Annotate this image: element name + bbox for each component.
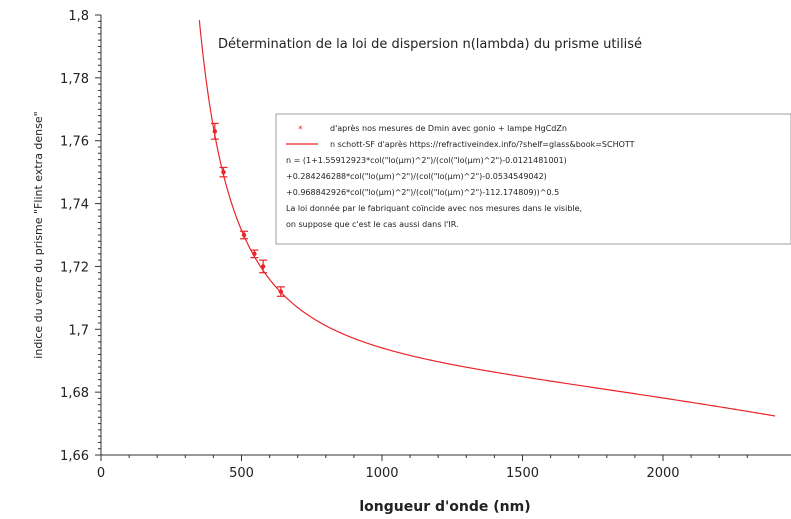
legend-formula-line-3: +0.968842926*col("lo(µm)^2")/(col("lo(µm… [286, 188, 559, 197]
data-point [278, 289, 284, 294]
legend: * d'après nos mesures de Dmin avec gonio… [275, 113, 791, 245]
axes: 0 500 1000 1500 2000 1,66 1,68 1,7 1,72 1,74 1,76 1… [60, 9, 791, 481]
y-tick-label: 1,7 [68, 323, 89, 338]
y-tick-label: 1,74 [60, 198, 89, 213]
data-point [260, 264, 266, 269]
points-layer [210, 122, 285, 297]
y-tick-label: 1,68 [60, 386, 89, 401]
y-tick-label: 1,8 [68, 9, 89, 24]
curve-layer [198, 20, 776, 417]
x-tick-label: 1000 [365, 466, 398, 481]
y-tick-label: 1,78 [60, 72, 89, 87]
legend-entry-measures: d'après nos mesures de Dmin avec gonio +… [330, 123, 567, 133]
legend-entry-curve: n schott-SF d'après https://refractivein… [330, 139, 635, 149]
dispersion-curve [198, 20, 776, 417]
x-tick-label: 1500 [506, 466, 539, 481]
x-tick-label: 500 [229, 466, 254, 481]
legend-formula-line-2: +0.284246288*col("lo(µm)^2")/(col("lo(µm… [286, 172, 547, 181]
legend-note-line-1: La loi donnée par le fabriquant coïncide… [286, 203, 582, 213]
y-tick-label: 1,76 [60, 135, 89, 150]
data-point [241, 232, 247, 238]
data-point [221, 169, 226, 175]
legend-box [275, 113, 791, 245]
legend-formula-line-1: n = (1+1.55912923*col("lo(µm)^2")/(col("… [286, 156, 567, 165]
x-tick-label: 0 [97, 466, 105, 481]
x-axis-title: longueur d'onde (nm) [359, 499, 530, 515]
data-point [212, 129, 218, 134]
y-axis-title: indice du verre du prisme "Flint extra d… [32, 111, 45, 358]
legend-marker-points: * [298, 125, 303, 135]
legend-note-line-2: on suppose que c'est le cas aussi dans l… [286, 220, 459, 229]
y-tick-label: 1,66 [60, 449, 89, 464]
x-tick-label: 2000 [646, 466, 679, 481]
y-tick-label: 1,72 [60, 260, 89, 275]
chart-title: Détermination de la loi de dispersion n(… [218, 37, 642, 52]
data-point [252, 251, 257, 257]
